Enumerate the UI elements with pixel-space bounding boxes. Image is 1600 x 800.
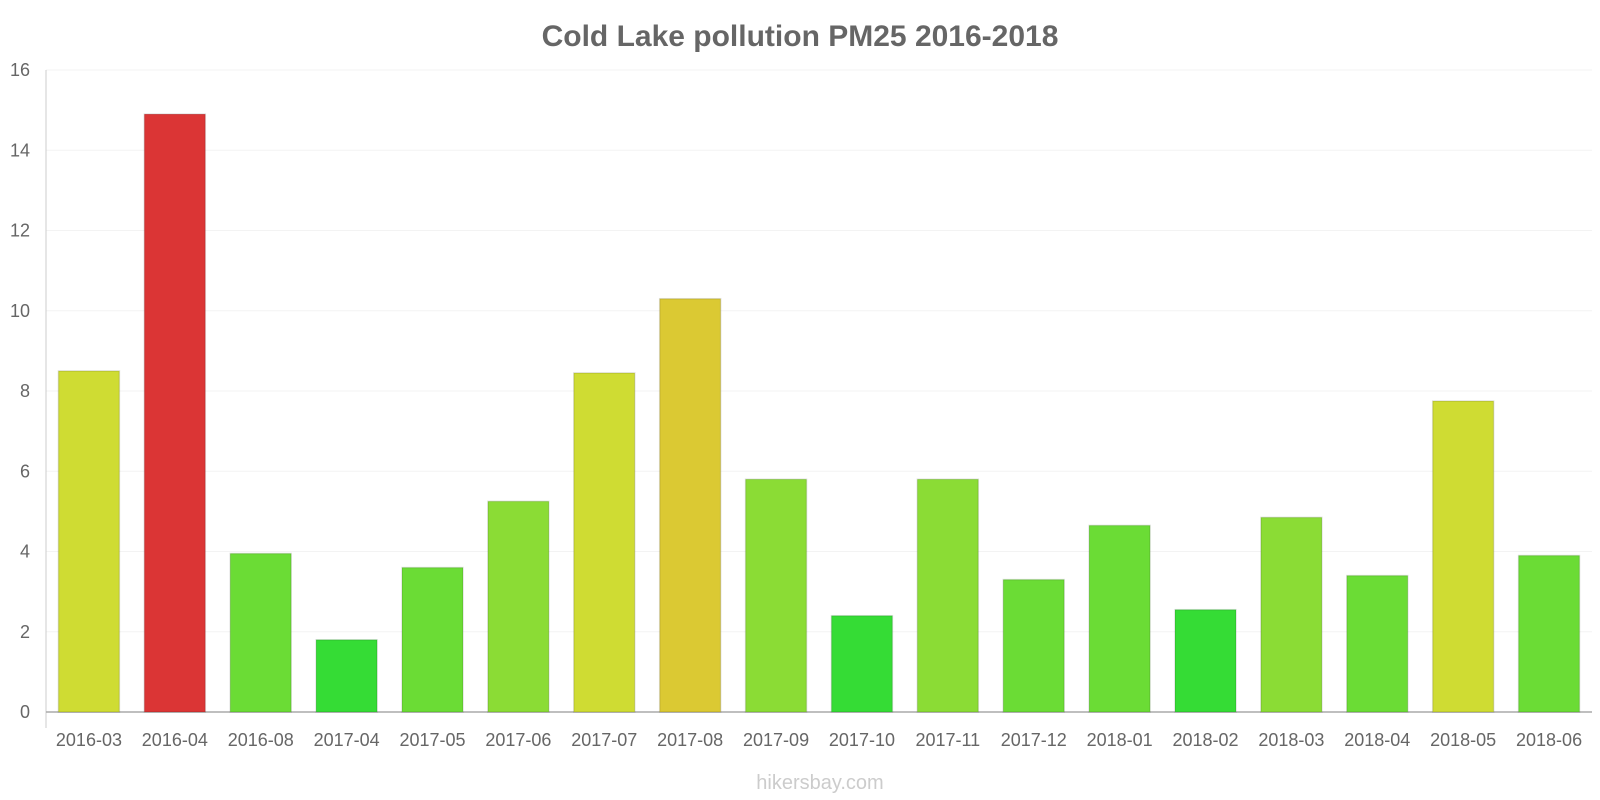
x-tick-label: 2017-06 xyxy=(485,730,551,750)
chart-title: Cold Lake pollution PM25 2016-2018 xyxy=(542,20,1059,53)
x-tick-label: 2017-05 xyxy=(399,730,465,750)
x-tick-label: 2017-07 xyxy=(571,730,637,750)
y-tick-label: 8 xyxy=(20,381,30,401)
bar-2018-01[interactable] xyxy=(1088,524,1151,713)
gridlines xyxy=(46,69,1592,633)
bar-2018-05[interactable] xyxy=(1431,400,1495,713)
axes xyxy=(45,70,1592,728)
x-tick-label: 2017-11 xyxy=(915,730,980,750)
x-tick-label: 2017-04 xyxy=(314,730,380,750)
x-tick-label: 2017-09 xyxy=(743,730,809,750)
bar-2017-08[interactable] xyxy=(658,297,722,713)
x-tick-label: 2016-04 xyxy=(142,730,208,750)
y-tick-label: 12 xyxy=(10,221,30,241)
x-tick-label: 2018-04 xyxy=(1344,730,1410,750)
x-tick-label: 2018-02 xyxy=(1172,730,1238,750)
x-tick-label: 2017-10 xyxy=(829,730,895,750)
y-tick-label: 10 xyxy=(10,301,30,321)
bar-2018-06[interactable] xyxy=(1517,554,1581,713)
bar-2017-12[interactable] xyxy=(1002,578,1065,713)
bar-2018-02[interactable] xyxy=(1174,608,1237,713)
bar-2017-10[interactable] xyxy=(830,614,894,713)
x-tick-label: 2018-05 xyxy=(1430,730,1496,750)
x-tick-label: 2016-08 xyxy=(228,730,294,750)
x-tick-label: 2017-12 xyxy=(1001,730,1067,750)
x-tick-label: 2018-01 xyxy=(1087,730,1153,750)
bar-2017-09[interactable] xyxy=(744,478,808,713)
y-tick-label: 6 xyxy=(20,461,30,481)
x-tick-label: 2016-03 xyxy=(56,730,122,750)
y-tick-label: 0 xyxy=(20,702,30,722)
y-tick-label: 2 xyxy=(20,622,30,642)
bar-2017-07[interactable] xyxy=(573,372,636,713)
watermark: hikersbay.com xyxy=(756,772,883,794)
y-tick-label: 16 xyxy=(10,60,30,80)
bar-2017-06[interactable] xyxy=(487,500,550,713)
x-tick-label: 2018-06 xyxy=(1516,730,1582,750)
bar-2016-08[interactable] xyxy=(229,552,292,713)
bar-2018-04[interactable] xyxy=(1346,574,1409,713)
x-tick-label: 2018-03 xyxy=(1258,730,1324,750)
bar-2017-05[interactable] xyxy=(401,566,464,713)
y-tick-label: 4 xyxy=(20,542,30,562)
x-tick-labels: 2016-03 2016-04 2016-08 2017-04 2017-05 2017-… xyxy=(56,730,1582,750)
bar-2017-11[interactable] xyxy=(916,478,980,713)
bars xyxy=(57,113,1581,713)
bar-2016-04[interactable] xyxy=(143,113,207,713)
x-tick-label: 2017-08 xyxy=(657,730,723,750)
bar-2016-03[interactable] xyxy=(57,370,121,713)
bar-2018-03[interactable] xyxy=(1260,516,1323,713)
y-tick-label: 14 xyxy=(10,140,30,160)
y-tick-labels: 0 2 4 6 8 10 12 14 16 xyxy=(10,60,30,722)
bar-2017-04[interactable] xyxy=(315,639,378,713)
